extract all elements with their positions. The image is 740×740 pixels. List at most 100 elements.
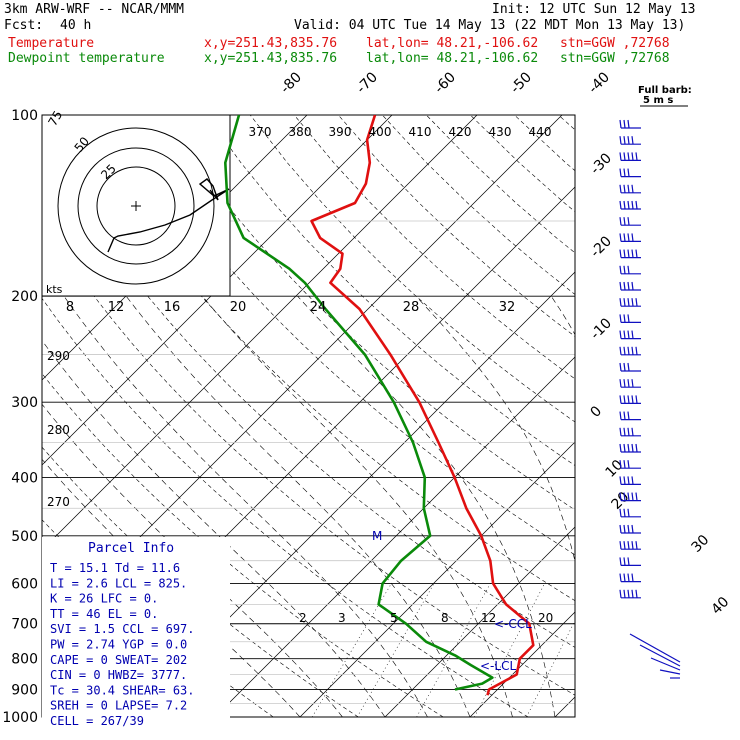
hodograph-ring bbox=[96, 166, 176, 246]
isotherm-line bbox=[469, 611, 575, 718]
parcel-info-row: Tc = 30.4 SHEAR= 63. bbox=[50, 683, 195, 697]
sounding-profiles bbox=[224, 115, 535, 696]
init-time: Init: 12 UTC Sun 12 May 13 bbox=[492, 2, 696, 17]
wind-barb-feather bbox=[627, 541, 630, 550]
hodograph-trace bbox=[107, 178, 230, 253]
parcel-m-marker: M bbox=[372, 529, 382, 543]
wind-barb-feather bbox=[627, 524, 630, 534]
wind-barb-feather bbox=[627, 136, 630, 145]
ccl-marker: <-CCL bbox=[494, 617, 532, 631]
moist-adiabat-line bbox=[550, 296, 575, 336]
wind-barb-feather bbox=[631, 233, 634, 242]
wind-barb-feather bbox=[631, 492, 634, 501]
wind-barb-feather bbox=[627, 379, 630, 388]
pressure-tick-label: 800 bbox=[11, 652, 38, 668]
wind-barb-feather bbox=[623, 249, 626, 258]
isotherm-label: -30 bbox=[588, 150, 615, 177]
wind-barb-feather bbox=[619, 589, 622, 598]
isotherm-line bbox=[299, 441, 575, 718]
wind-barb-feather bbox=[635, 249, 638, 258]
wind-barbs bbox=[619, 119, 681, 679]
wind-barb-feather bbox=[627, 265, 630, 274]
isotherm-line bbox=[640, 115, 740, 717]
wind-barb-feather bbox=[623, 476, 626, 485]
wind-barb-feather bbox=[623, 152, 626, 161]
wind-barb-feather bbox=[627, 557, 630, 566]
wind-barb-feather bbox=[627, 460, 630, 469]
parcel-info-row: K = 26 LFC = 0. bbox=[50, 592, 158, 606]
theta-left-label: 270 bbox=[47, 495, 70, 509]
dry-adiabat-line bbox=[426, 115, 575, 254]
isotherm-label: -50 bbox=[508, 69, 535, 96]
wind-barb-feather bbox=[623, 184, 626, 193]
wind-barb-feather bbox=[623, 362, 626, 372]
parcel-info-row: CAPE = 0 SWEAT= 202 bbox=[50, 653, 187, 667]
wind-barb-feather bbox=[623, 589, 626, 598]
isotherm-label: -20 bbox=[588, 233, 615, 260]
wind-barb-feather bbox=[619, 330, 622, 339]
hodograph-units: kts bbox=[46, 283, 63, 296]
wind-barb bbox=[629, 633, 681, 663]
wind-barb-feather bbox=[631, 573, 634, 582]
wind-barb-feather bbox=[631, 200, 634, 210]
wind-barb-feather bbox=[627, 249, 630, 258]
parcel-info-row: SVI = 1.5 CCL = 697. bbox=[50, 622, 195, 636]
parcel-info-panel: Parcel Info T = 15.1 Td = 11.6LI = 2.6 L… bbox=[42, 537, 230, 728]
wind-barb-feather bbox=[623, 379, 626, 388]
pressure-tick-label: 500 bbox=[11, 529, 38, 545]
mixing-ratio-line bbox=[474, 583, 545, 718]
mixing-ratio-line bbox=[526, 620, 575, 718]
wind-barb-feather bbox=[619, 136, 622, 145]
pressure-tick-label: 900 bbox=[11, 682, 38, 698]
hodograph-speed-label: 16 bbox=[164, 300, 181, 315]
wind-barb-feather bbox=[631, 395, 634, 404]
wind-barb-feather bbox=[623, 265, 626, 274]
wind-barb-feather bbox=[627, 492, 630, 501]
wind-barb-feather bbox=[619, 233, 622, 242]
theta-label: 370 bbox=[249, 125, 272, 139]
wind-barb-feather bbox=[627, 281, 630, 291]
wind-barb-feather bbox=[619, 200, 622, 210]
isotherm-label: -10 bbox=[588, 315, 615, 342]
wind-barb-feather bbox=[619, 346, 622, 355]
moist-adiabat-line bbox=[42, 403, 343, 718]
wind-barb-feather bbox=[623, 492, 626, 501]
hodograph-speed-label: 32 bbox=[499, 300, 516, 315]
wind-barb-feather bbox=[623, 314, 626, 323]
lcl-marker: <-LCL bbox=[480, 659, 516, 673]
parcel-info-row: CELL = 267/39 bbox=[50, 714, 144, 728]
dry-adiabat-line bbox=[735, 115, 740, 717]
wind-barb-feather bbox=[627, 168, 630, 177]
theta-label: 410 bbox=[409, 125, 432, 139]
wind-barb-feather bbox=[627, 152, 630, 161]
wind-barb-feather bbox=[623, 233, 626, 242]
wind-barb-feather bbox=[623, 427, 626, 436]
wind-barb-feather bbox=[631, 443, 634, 453]
dry-adiabat-line bbox=[338, 115, 575, 337]
dewpoint-legend-label: Dewpoint temperature bbox=[8, 51, 165, 66]
wind-barb-feather bbox=[631, 298, 634, 307]
parcel-info-row: T = 15.1 Td = 11.6 bbox=[50, 561, 180, 575]
wind-barb-feather bbox=[619, 217, 622, 226]
wind-barb-feather bbox=[619, 379, 622, 388]
hodograph-ring bbox=[77, 147, 195, 265]
wind-barb-feather bbox=[627, 346, 630, 355]
wind-barb-feather bbox=[619, 168, 622, 177]
isotherm-label: 40 bbox=[709, 594, 733, 618]
wind-barb-feather bbox=[631, 476, 634, 485]
theta-label: 380 bbox=[289, 125, 312, 139]
hodograph-ring bbox=[57, 127, 215, 285]
wind-barb-feather bbox=[619, 524, 622, 534]
isotherm-line bbox=[129, 271, 575, 718]
wind-barb-feather bbox=[619, 541, 622, 550]
mixing-ratio-label: 8 bbox=[441, 611, 449, 625]
wind-barb-feather bbox=[627, 298, 630, 307]
pressure-tick-label: 300 bbox=[11, 395, 38, 411]
wind-barb-feather bbox=[619, 265, 622, 274]
wind-barb-feather bbox=[619, 249, 622, 258]
isotherm-line bbox=[725, 115, 740, 717]
theta-label: 420 bbox=[449, 125, 472, 139]
wind-barb-feather bbox=[623, 281, 626, 291]
